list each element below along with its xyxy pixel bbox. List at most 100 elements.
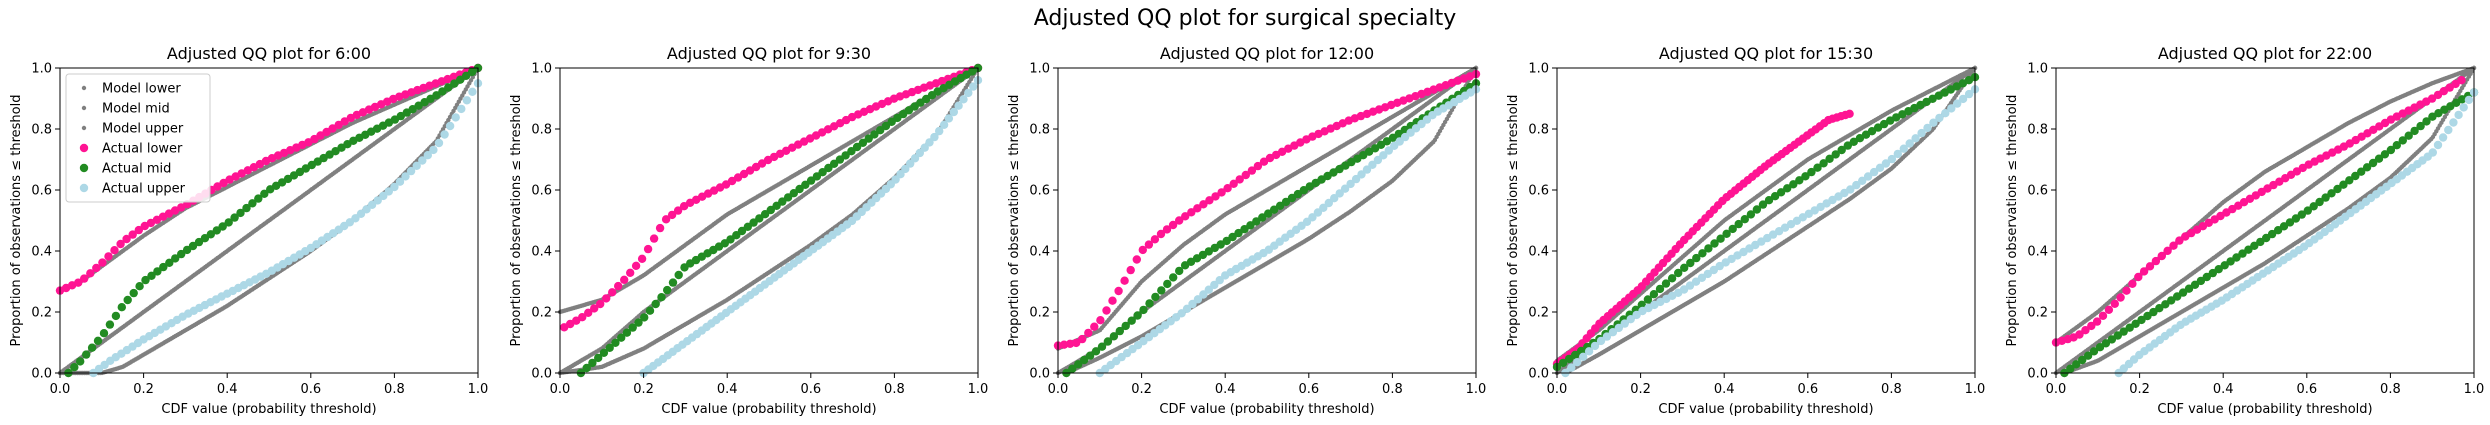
- data-point: [260, 189, 269, 198]
- data-point: [230, 213, 239, 222]
- data-point: [340, 117, 349, 126]
- data-point: [2459, 103, 2468, 112]
- data-point: [194, 237, 204, 247]
- series-actual-upper: [2114, 88, 2479, 378]
- data-point: [645, 306, 655, 315]
- y-tick-label: 0.0: [1528, 367, 1549, 382]
- legend-entry: Model upper: [102, 122, 184, 137]
- data-point: [128, 230, 137, 239]
- data-point: [1145, 299, 1154, 308]
- data-point: [116, 239, 125, 249]
- qq-panel-5: 0.0 0.2 0.4 0.6 0.8 1.00.00.20.40.60.81.0Adju…: [2005, 44, 2484, 417]
- x-tick-label: 0.0: [1547, 382, 1568, 397]
- data-point: [450, 79, 459, 88]
- data-point: [165, 258, 174, 267]
- series-actual-upper: [639, 76, 983, 378]
- panel-title: Adjusted QQ plot for 22:00: [2158, 44, 2372, 63]
- data-point: [2444, 125, 2453, 135]
- x-axis-label: CDF value (probability threshold): [2157, 402, 2372, 417]
- data-point: [1151, 292, 1160, 302]
- data-point: [1139, 305, 1148, 315]
- y-tick-label: 0.6: [531, 184, 552, 199]
- data-point: [418, 156, 427, 165]
- y-axis-label: Proportion of observations ≤ threshold: [1007, 95, 1022, 347]
- data-point: [147, 271, 156, 280]
- data-point: [608, 288, 617, 297]
- data-point: [218, 222, 227, 231]
- x-tick-label: 0.6: [2296, 382, 2317, 397]
- data-point: [1102, 306, 1111, 315]
- legend-marker: [81, 125, 87, 131]
- series-model-mid: [2053, 65, 2477, 376]
- data-point: [171, 254, 180, 263]
- data-point: [80, 274, 89, 283]
- y-tick-label: 0.0: [2027, 367, 2048, 382]
- x-tick-label: 0.4: [1215, 382, 1236, 397]
- legend-entry: Actual mid: [102, 162, 171, 177]
- data-point: [351, 214, 360, 223]
- data-point: [649, 234, 659, 243]
- data-point: [663, 285, 672, 295]
- x-axis-label: CDF value (probability threshold): [1658, 402, 1873, 417]
- data-point: [668, 278, 678, 287]
- x-tick-label: 1.0: [1965, 382, 1986, 397]
- y-tick-label: 0.8: [531, 123, 552, 138]
- y-tick-label: 0.6: [1528, 184, 1549, 199]
- data-point: [395, 177, 405, 186]
- x-tick-label: 0.6: [1298, 382, 1319, 397]
- x-tick-label: 0.0: [550, 382, 571, 397]
- data-point: [468, 87, 477, 97]
- data-point: [93, 336, 103, 345]
- y-tick-label: 0.2: [1528, 306, 1549, 321]
- y-tick-label: 1.0: [31, 62, 52, 77]
- x-tick-label: 0.8: [1382, 382, 1403, 397]
- data-point: [2454, 110, 2463, 120]
- data-point: [620, 275, 629, 284]
- data-point: [2457, 76, 2466, 85]
- data-point: [82, 350, 91, 359]
- x-tick-label: 0.2: [633, 382, 654, 397]
- y-tick-label: 0.8: [31, 123, 52, 138]
- x-tick-label: 0.2: [2129, 382, 2150, 397]
- data-point: [1157, 286, 1166, 295]
- y-tick-label: 0.0: [31, 367, 52, 382]
- data-point: [432, 91, 441, 100]
- series-actual-upper: [1561, 85, 1980, 378]
- x-tick-label: 0.8: [1881, 382, 1902, 397]
- legend-marker: [79, 143, 89, 153]
- y-tick-label: 0.4: [31, 245, 52, 260]
- data-point: [1845, 109, 1854, 119]
- data-point: [626, 268, 635, 277]
- y-tick-label: 1.0: [1528, 62, 1549, 77]
- y-tick-label: 0.4: [531, 245, 552, 260]
- data-point: [86, 269, 95, 278]
- y-tick-label: 0.2: [1029, 306, 1050, 321]
- x-tick-label: 0.6: [800, 382, 821, 397]
- x-tick-label: 0.6: [300, 382, 321, 397]
- legend-marker: [81, 105, 87, 111]
- data-point: [76, 357, 85, 366]
- data-point: [643, 244, 653, 254]
- data-point: [224, 218, 233, 227]
- data-point: [390, 182, 399, 192]
- x-tick-label: 1.0: [968, 382, 989, 397]
- data-point: [117, 303, 127, 312]
- data-point: [2128, 279, 2137, 288]
- y-tick-label: 0.2: [531, 306, 552, 321]
- data-point: [2116, 293, 2125, 302]
- y-tick-label: 0.2: [2027, 306, 2048, 321]
- qq-panel-4: 0.0 0.2 0.4 0.6 0.8 1.00.00.20.40.60.81.0Adju…: [1506, 44, 1985, 417]
- data-point: [1126, 265, 1135, 275]
- data-point: [111, 311, 121, 321]
- data-point: [423, 151, 432, 160]
- series-actual-mid: [2060, 88, 2479, 378]
- y-tick-label: 0.4: [1528, 245, 1549, 260]
- data-point: [248, 199, 257, 208]
- data-point: [213, 182, 222, 191]
- series-actual-mid: [64, 63, 483, 378]
- data-point: [110, 246, 119, 255]
- data-point: [1132, 255, 1142, 264]
- x-axis-label: CDF value (probability threshold): [1159, 402, 1374, 417]
- data-point: [1078, 334, 1087, 344]
